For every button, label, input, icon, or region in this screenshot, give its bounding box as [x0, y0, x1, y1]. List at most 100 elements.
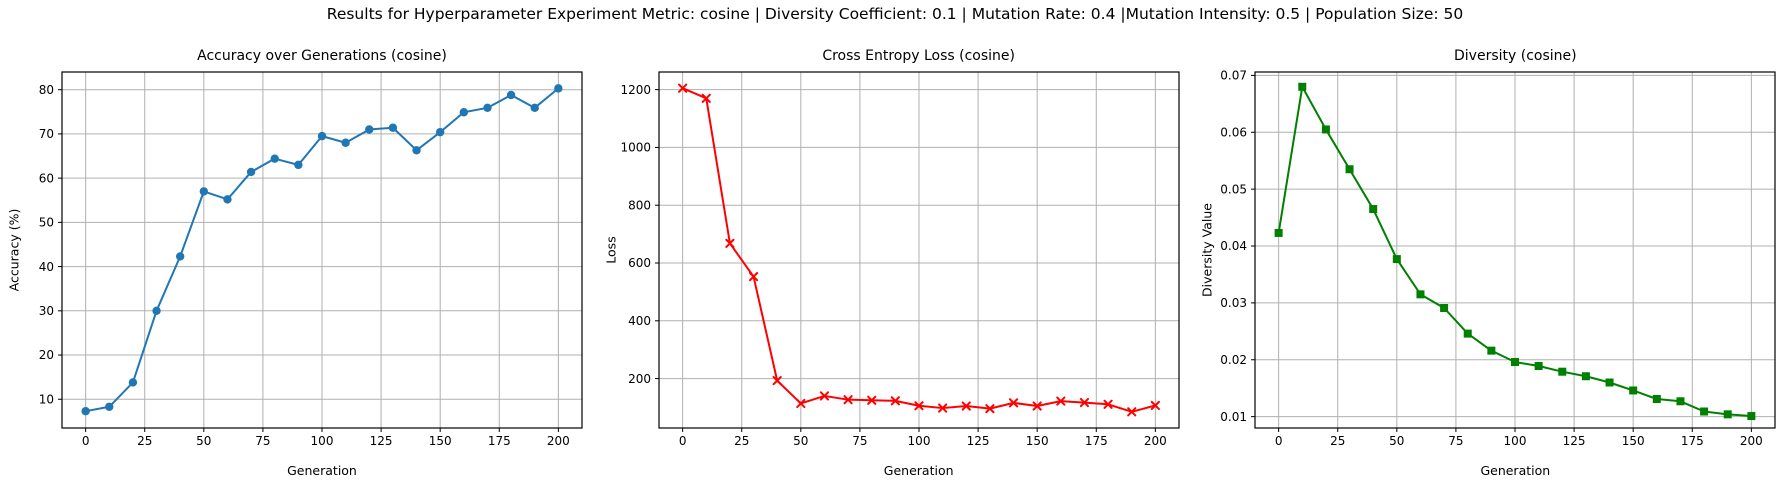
x-tick-label: 150	[429, 434, 452, 448]
loss-chart: Cross Entropy Loss (cosine) Loss 0 25 50 75…	[597, 40, 1194, 495]
square-marker	[1582, 372, 1591, 381]
plot-frame	[61, 71, 583, 429]
y-tick-label: 60	[39, 171, 54, 185]
y-tick-label: 0.06	[1221, 125, 1248, 139]
y-tick-label: 10	[39, 392, 54, 406]
square-marker	[1464, 329, 1473, 338]
circle-marker	[365, 125, 374, 134]
x-tick-label: 50	[793, 434, 808, 448]
plot-frame	[1254, 71, 1776, 429]
x-tick-label: 150	[1025, 434, 1048, 448]
y-tick-label: 70	[39, 127, 54, 141]
y-tick-label: 0.04	[1221, 239, 1248, 253]
y-tick-label: 0.02	[1221, 353, 1248, 367]
x-tick-label: 0	[1275, 434, 1283, 448]
x-marker	[772, 376, 782, 386]
x-marker	[984, 404, 995, 414]
figure-suptitle: Results for Hyperparameter Experiment Me…	[326, 5, 1464, 23]
circle-marker	[341, 138, 350, 147]
y-tick-label: 20	[39, 348, 54, 362]
square-marker	[1440, 304, 1449, 313]
y-tick-label: 0.01	[1221, 410, 1248, 424]
y-tick-label: 50	[39, 216, 54, 230]
circle-marker	[270, 154, 279, 163]
square-marker	[1274, 228, 1283, 237]
x-tick-label: 200	[1740, 434, 1763, 448]
circle-marker	[506, 90, 516, 100]
x-tick-label: 75	[852, 434, 867, 448]
x-marker	[1032, 401, 1042, 411]
x-tick-label: 75	[1449, 434, 1464, 448]
square-marker	[1322, 125, 1331, 134]
x-tick-label: 125	[370, 434, 393, 448]
y-tick-label: 400	[628, 314, 651, 328]
x-marker	[795, 398, 806, 409]
x-tick-label: 125	[966, 434, 989, 448]
x-marker	[819, 391, 829, 401]
square-marker	[1511, 358, 1520, 367]
x-marker	[1079, 397, 1089, 408]
circle-marker	[246, 167, 256, 177]
charts-row: Accuracy over Generations (cosine) Accur…	[0, 40, 1790, 495]
circle-marker	[175, 252, 185, 261]
x-tick-label: 175	[1681, 434, 1704, 448]
x-marker	[677, 83, 687, 93]
y-tick-label: 80	[39, 83, 54, 97]
x-marker	[748, 271, 758, 282]
square-marker	[1416, 290, 1425, 299]
x-marker	[1055, 396, 1066, 406]
circle-marker	[128, 378, 138, 387]
x-tick-label: 125	[1563, 434, 1586, 448]
loss-plot-canvas: 0 25 50 75 100 125 150 175 200 200 400 600 800 1000 12…	[620, 71, 1180, 448]
circle-marker	[199, 187, 209, 196]
square-marker	[1298, 82, 1307, 91]
y-tick-label: 200	[628, 372, 651, 386]
loss-chart-title: Cross Entropy Loss (cosine)	[822, 48, 1015, 64]
x-tick-label: 25	[1330, 434, 1345, 448]
x-marker	[701, 93, 711, 103]
x-marker	[843, 395, 853, 405]
square-marker	[1558, 367, 1567, 376]
y-tick-label: 800	[628, 198, 651, 212]
y-tick-label: 30	[39, 304, 54, 318]
x-tick-label: 0	[82, 434, 90, 448]
x-marker	[1150, 400, 1160, 411]
accuracy-chart-title: Accuracy over Generations (cosine)	[197, 48, 447, 64]
x-marker	[890, 396, 900, 406]
square-marker	[1393, 255, 1402, 264]
circle-marker	[152, 306, 161, 316]
x-tick-label: 25	[137, 434, 152, 448]
x-tick-label: 200	[547, 434, 570, 448]
circle-marker	[530, 103, 539, 113]
x-tick-label: 100	[311, 434, 334, 448]
square-marker	[1345, 165, 1354, 174]
y-tick-label: 1000	[620, 141, 651, 155]
circle-marker	[223, 195, 232, 204]
x-tick-label: 50	[196, 434, 211, 448]
circle-marker	[554, 84, 563, 93]
x-tick-label: 175	[488, 434, 511, 448]
square-marker	[1676, 397, 1685, 406]
square-marker	[1700, 407, 1709, 416]
x-tick-label: 25	[734, 434, 749, 448]
x-tick-label: 100	[907, 434, 930, 448]
x-tick-label: 200	[1144, 434, 1167, 448]
circle-marker	[294, 160, 303, 170]
circle-marker	[459, 108, 469, 117]
x-marker	[724, 238, 735, 248]
circle-marker	[435, 127, 445, 137]
diversity-plot-canvas: 0 25 50 75 100 125 150 175 200 0.01 0.02 0.03 0.04 0.…	[1221, 69, 1776, 448]
square-marker	[1747, 412, 1756, 421]
x-marker	[914, 401, 924, 411]
x-marker	[866, 395, 876, 405]
square-marker	[1653, 394, 1662, 403]
x-tick-label: 175	[1084, 434, 1107, 448]
y-tick-label: 600	[628, 256, 651, 270]
circle-marker	[105, 402, 114, 411]
diversity-chart-xlabel: Generation	[1480, 463, 1551, 478]
plot-frame	[658, 71, 1180, 429]
accuracy-chart-xlabel: Generation	[287, 463, 357, 478]
accuracy-chart: Accuracy over Generations (cosine) Accur…	[0, 40, 597, 495]
y-tick-label: 0.07	[1221, 69, 1248, 83]
